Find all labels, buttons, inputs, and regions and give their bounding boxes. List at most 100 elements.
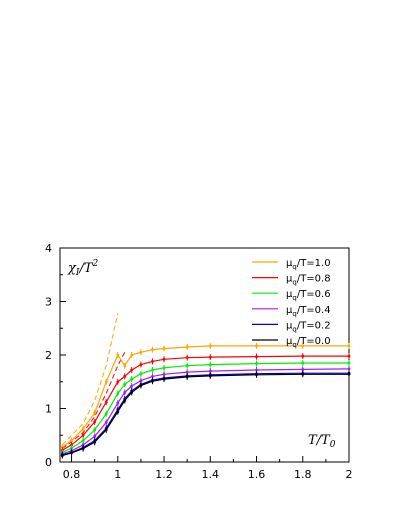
data-point (130, 391, 134, 394)
data-point (255, 344, 258, 348)
data-point (347, 344, 351, 348)
data-point (116, 392, 120, 395)
data-point (255, 373, 258, 377)
data-point (104, 428, 108, 432)
series-line (62, 372, 349, 456)
data-point (347, 367, 351, 371)
legend-label: μq/T=0.6 (286, 289, 331, 302)
data-point (130, 384, 134, 388)
data-point (301, 368, 305, 371)
x-tick-label: 1 (114, 468, 121, 481)
y-tick-label: 4 (45, 242, 52, 255)
data-point (104, 421, 108, 424)
data-point (81, 447, 85, 451)
data-point (185, 364, 189, 368)
data-point (208, 355, 212, 359)
data-point (93, 434, 97, 438)
data-point (185, 375, 189, 379)
y-tick-label: 3 (45, 296, 52, 309)
data-point (104, 380, 108, 384)
data-point (301, 354, 305, 358)
y-tick-label: 2 (45, 349, 52, 362)
x-tick-label: 1.2 (155, 468, 173, 481)
series-line (62, 355, 349, 451)
y-tick-label: 1 (45, 403, 52, 416)
legend-label: μq/T=1.0 (286, 258, 331, 271)
legend-label: μq/T=0.2 (286, 320, 331, 333)
data-point (93, 420, 97, 424)
data-point (93, 440, 97, 444)
dashed-series-line (61, 313, 119, 446)
x-tick-label: 2 (346, 468, 353, 481)
data-point (208, 369, 212, 373)
data-point (139, 384, 143, 387)
dashed-series-line (61, 352, 126, 449)
data-point (70, 439, 73, 442)
data-point (162, 347, 166, 350)
data-point (162, 366, 166, 370)
data-point (123, 383, 127, 386)
data-point (123, 399, 127, 402)
data-point (151, 368, 154, 372)
legend-label: μq/T=0.4 (286, 305, 331, 318)
y-axis-title: χI/T2 (67, 259, 99, 278)
data-point (151, 348, 154, 352)
data-point (93, 428, 97, 432)
data-point (81, 439, 85, 442)
series-lines (61, 345, 350, 457)
data-point (139, 363, 143, 367)
data-point (139, 372, 143, 376)
axis-ticks: 0.8 1 1.2 1.4 1.6 1.8 2 0 1 2 3 4 (45, 242, 353, 481)
data-point (162, 377, 166, 381)
data-point (208, 363, 212, 367)
data-point (116, 380, 120, 384)
data-point (301, 344, 305, 348)
dashed-lines (61, 313, 126, 449)
data-point (162, 372, 166, 376)
data-point (123, 375, 127, 378)
series-points (60, 342, 351, 459)
x-axis-title: T/T0 (308, 433, 336, 450)
data-point (301, 361, 305, 365)
data-point (255, 355, 258, 359)
data-point (139, 379, 143, 383)
series-line (61, 345, 349, 448)
data-point (151, 375, 154, 378)
data-point (185, 356, 189, 360)
data-point (162, 357, 166, 361)
data-point (104, 400, 108, 404)
data-point (255, 362, 258, 365)
legend: μq/T=1.0 μq/T=0.8 μq/T=0.6 μq/T=0.4 μq/T=0.2… (252, 258, 331, 349)
data-point (185, 345, 189, 349)
data-point (104, 412, 108, 416)
data-point (93, 411, 97, 415)
data-point (347, 354, 351, 358)
x-tick-label: 1.6 (248, 468, 266, 481)
data-point (123, 391, 127, 394)
data-point (81, 433, 85, 437)
data-point (208, 344, 212, 348)
data-point (123, 364, 127, 368)
data-point (60, 445, 64, 449)
x-tick-label: 0.8 (63, 468, 81, 481)
x-tick-label: 1.8 (294, 468, 312, 481)
data-point (116, 410, 120, 414)
legend-label: μq/T=0.0 (286, 336, 331, 349)
data-point (130, 368, 134, 372)
data-point (151, 379, 154, 383)
data-point (347, 372, 351, 376)
data-point (347, 361, 351, 365)
data-point (116, 401, 120, 405)
series-line (62, 373, 349, 457)
data-point (139, 350, 143, 354)
data-point (70, 451, 73, 455)
data-point (70, 443, 73, 447)
data-point (116, 353, 120, 357)
y-tick-label: 0 (45, 456, 52, 469)
data-point (130, 353, 134, 357)
data-point (81, 427, 85, 431)
data-point (301, 372, 305, 376)
data-point (208, 374, 212, 378)
series-line (62, 368, 350, 455)
